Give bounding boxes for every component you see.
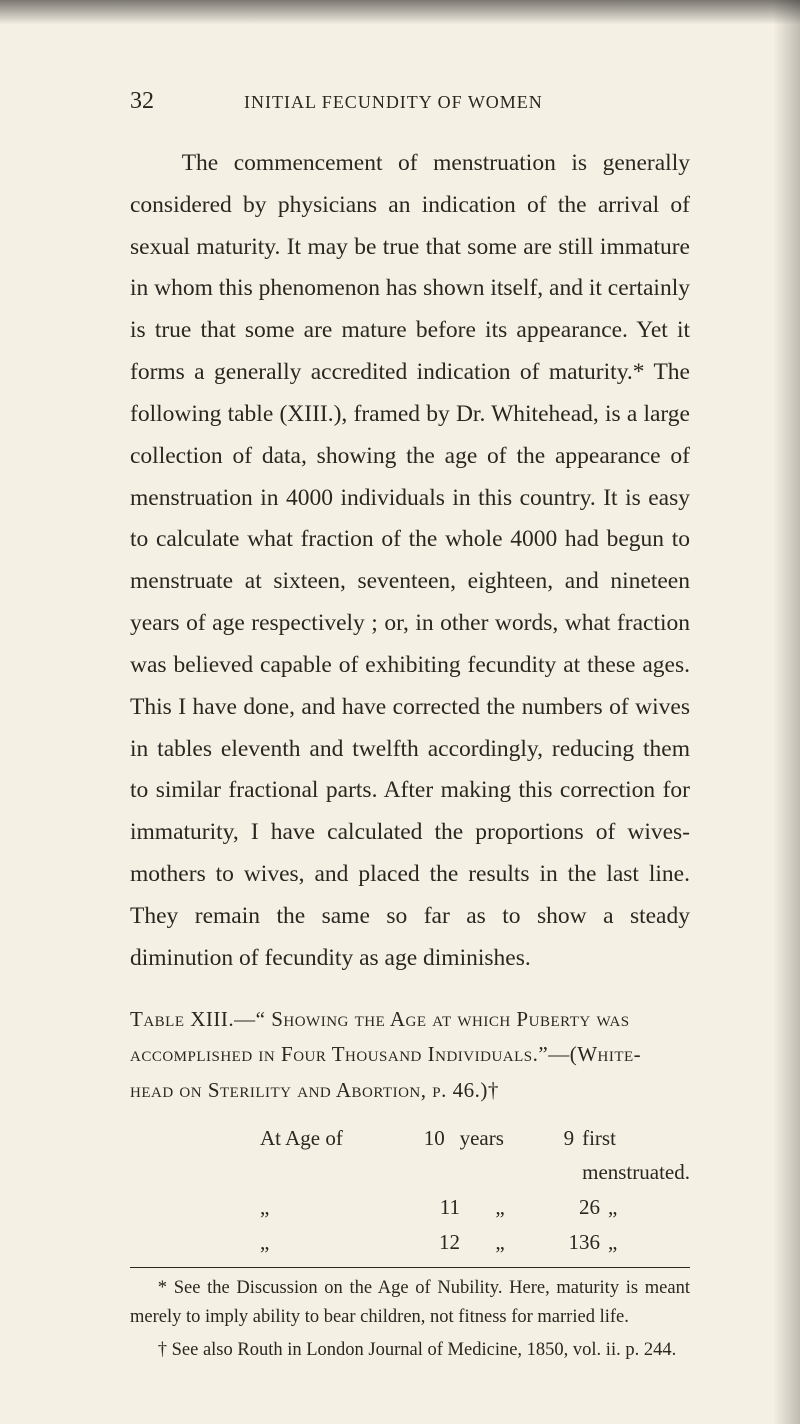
page-number: 32	[130, 88, 154, 115]
table-title: Table XIII.—“ Showing the Age at which P…	[130, 1002, 690, 1109]
age-table: At Age of 10 years 9 first menstruated. …	[130, 1121, 690, 1260]
cell-label: „	[260, 1190, 410, 1225]
cell-unit: „	[460, 1190, 540, 1225]
cell-age: 12	[410, 1225, 460, 1260]
body-paragraph: The commencement of menstruation is gene…	[130, 143, 690, 980]
cell-label: „	[260, 1225, 410, 1260]
cell-age: 10	[399, 1121, 445, 1190]
page-header: 32 INITIAL FECUNDITY OF WOMEN	[130, 88, 690, 115]
cell-count: 136	[540, 1225, 600, 1260]
table-title-line-3: head on Sterility and Abortion, p. 46.)†	[130, 1078, 499, 1102]
page: 32 INITIAL FECUNDITY OF WOMEN The commen…	[0, 0, 800, 1424]
cell-unit: years	[445, 1121, 519, 1190]
cell-rest: „	[600, 1190, 690, 1225]
cell-rest: „	[600, 1225, 690, 1260]
table-row: „ 11 „ 26 „	[260, 1190, 690, 1225]
cell-age: 11	[410, 1190, 460, 1225]
running-title: INITIAL FECUNDITY OF WOMEN	[244, 92, 543, 113]
table-title-line-2: accomplished in Four Thousand Individual…	[130, 1042, 641, 1066]
footnote-dagger: † See also Routh in London Journal of Me…	[130, 1336, 690, 1365]
table-title-line-1: Table XIII.—“ Showing the Age at which P…	[130, 1007, 630, 1031]
footnote-star: * See the Discussion on the Age of Nubil…	[130, 1274, 690, 1331]
cell-rest: first menstruated.	[574, 1121, 690, 1190]
footnote-rule	[130, 1267, 690, 1268]
table-row: „ 12 „ 136 „	[260, 1225, 690, 1260]
cell-unit: „	[460, 1225, 540, 1260]
cell-count: 9	[519, 1121, 574, 1190]
cell-label: At Age of	[260, 1121, 399, 1190]
table-row: At Age of 10 years 9 first menstruated.	[260, 1121, 690, 1190]
cell-count: 26	[540, 1190, 600, 1225]
